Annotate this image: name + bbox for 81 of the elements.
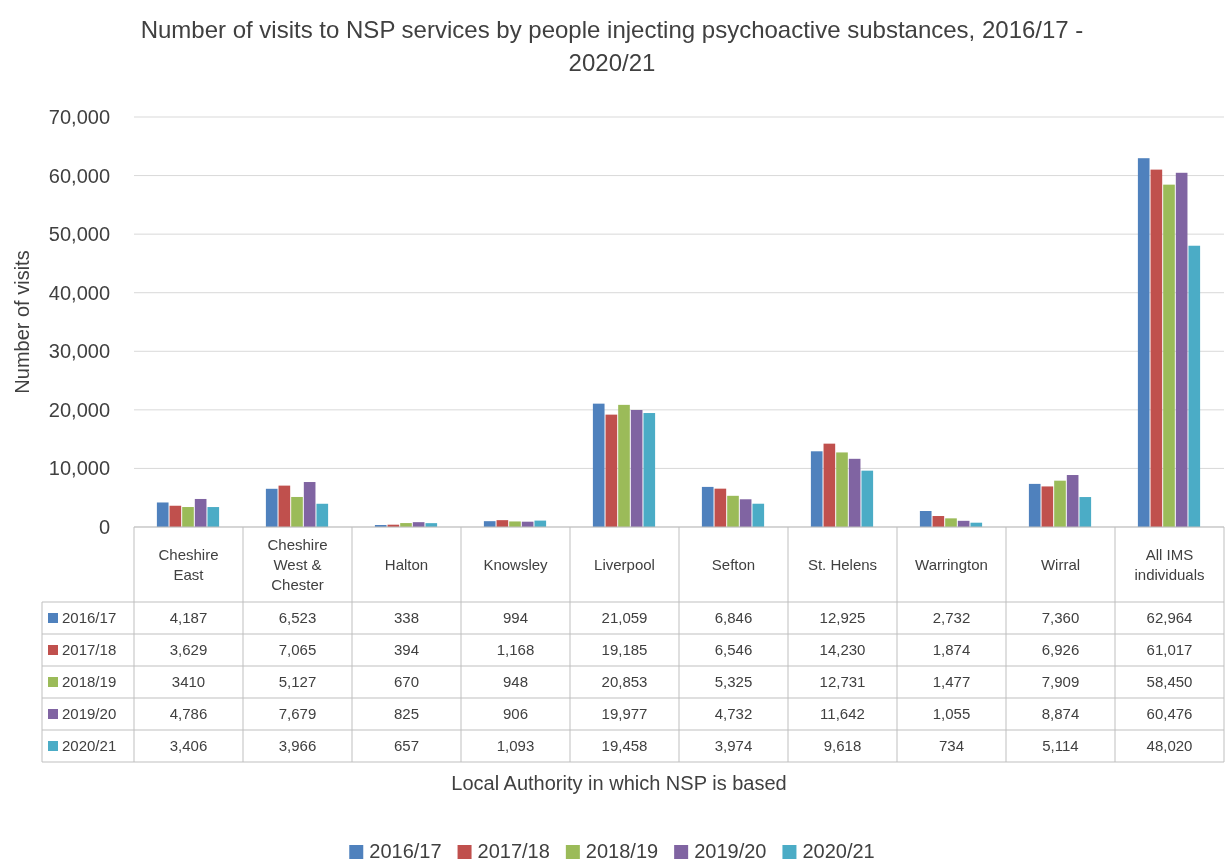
data-label: 4,786 xyxy=(169,705,208,722)
text: 2017/18 xyxy=(477,840,550,862)
data-label: 4,732 xyxy=(714,705,753,722)
y-tick-label: 60,000 xyxy=(48,164,110,187)
x-tick-label: Sefton xyxy=(711,555,756,573)
legend-label: 2017/18 xyxy=(62,641,117,658)
data-label: 3,966 xyxy=(278,737,317,754)
data-label: 1,093 xyxy=(496,737,535,754)
data-label: 906 xyxy=(502,705,529,722)
y-tick-label: 50,000 xyxy=(48,223,110,246)
x-tick-label: All IMS individuals xyxy=(1134,545,1205,583)
legend-label: 2019/20 xyxy=(62,705,117,722)
y-tick-label: 20,000 xyxy=(48,398,110,421)
data-label: 4,187 xyxy=(169,609,208,626)
text: 2016/17 xyxy=(369,840,442,862)
data-label: 11,642 xyxy=(820,705,865,722)
data-label: 5,127 xyxy=(278,673,317,690)
data-label: 7,065 xyxy=(278,641,317,658)
x-tick-label: Wirral xyxy=(1040,555,1081,573)
y-tick-label: 30,000 xyxy=(48,340,110,363)
data-label: 2,732 xyxy=(932,609,971,626)
data-label: 1,055 xyxy=(932,705,971,722)
x-tick-label: Liverpool xyxy=(594,555,655,573)
x-tick-label: Knowsley xyxy=(483,555,549,573)
chart-title: Number of visits to NSP services by people injecting psychoactive substances, 2016/17 - 2020/21 xyxy=(140,16,1084,76)
data-label: 19,977 xyxy=(601,705,648,722)
data-label: 9,618 xyxy=(823,737,862,754)
data-label: 19,185 xyxy=(601,641,648,658)
data-label: 6,546 xyxy=(714,641,753,658)
data-label: 1,168 xyxy=(496,641,535,658)
data-label: 657 xyxy=(393,737,420,754)
data-label: 948 xyxy=(502,673,529,690)
data-label: 21,059 xyxy=(601,609,648,626)
data-label: 62,964 xyxy=(1146,609,1193,626)
data-label: 7,360 xyxy=(1041,609,1080,626)
data-label: 3,629 xyxy=(169,641,208,658)
data-label: 825 xyxy=(393,705,420,722)
data-label: 5,114 xyxy=(1042,737,1079,754)
x-tick-label: Cheshire East xyxy=(158,545,219,583)
x-tick-label: Halton xyxy=(384,555,429,573)
text: Local Authority in which NSP is based xyxy=(451,772,787,794)
data-label: 338 xyxy=(393,609,420,626)
legend-label: 2020/21 xyxy=(62,737,117,754)
data-label: 994 xyxy=(502,609,529,626)
data-label: 6,926 xyxy=(1041,641,1080,658)
data-label: 14,230 xyxy=(819,641,866,658)
data-label: 3410 xyxy=(171,673,206,690)
data-label: 5,325 xyxy=(714,673,753,690)
y-tick-label: 70,000 xyxy=(48,106,110,128)
legend-label: 2018/19 xyxy=(62,673,117,690)
text: 2019/20 xyxy=(694,840,767,862)
data-label: 19,458 xyxy=(601,737,648,754)
data-label: 3,974 xyxy=(714,737,753,754)
data-label: 1,874 xyxy=(932,641,971,658)
x-tick-label: Cheshire West & Chester xyxy=(267,535,328,593)
data-label: 1,477 xyxy=(932,673,971,690)
x-tick-label: St. Helens xyxy=(807,555,878,573)
data-label: 12,925 xyxy=(819,609,866,626)
text: 2018/19 xyxy=(585,840,659,862)
data-label: 48,020 xyxy=(1146,737,1193,754)
legend-label: 2016/17 xyxy=(62,609,117,626)
data-label: 20,853 xyxy=(601,673,648,690)
y-tick-label: 0 xyxy=(98,516,110,538)
data-label: 6,523 xyxy=(278,609,317,626)
data-label: 58,450 xyxy=(1146,673,1193,690)
data-label: 394 xyxy=(393,641,420,658)
data-label: 3,406 xyxy=(169,737,208,754)
data-label: 7,679 xyxy=(278,705,317,722)
data-label: 7,909 xyxy=(1041,673,1080,690)
data-label: 61,017 xyxy=(1146,641,1193,658)
data-label: 8,874 xyxy=(1041,705,1080,722)
y-axis-title: Number of visits xyxy=(11,250,33,394)
data-label: 734 xyxy=(938,737,965,754)
data-label: 12,731 xyxy=(819,673,866,690)
data-label: 6,846 xyxy=(714,609,753,626)
data-label: 670 xyxy=(393,673,420,690)
text: 2020/21 xyxy=(802,840,875,862)
x-tick-label: Warrington xyxy=(915,555,988,573)
y-tick-label: 40,000 xyxy=(48,281,110,304)
data-label: 60,476 xyxy=(1146,705,1193,722)
y-tick-label: 10,000 xyxy=(48,457,110,480)
